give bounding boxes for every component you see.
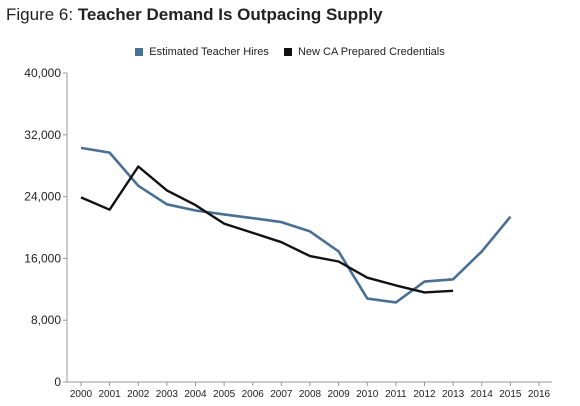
x-tick-label: 2004 [184, 389, 207, 400]
x-tick-label: 2009 [328, 389, 351, 400]
x-tick-label: 2002 [127, 389, 150, 400]
y-tick-label: 24,000 [24, 190, 61, 204]
chart-title-main: Teacher Demand Is Outpacing Supply [77, 5, 383, 24]
x-tick-label: 2016 [528, 389, 551, 400]
x-tick-label: 2001 [99, 389, 122, 400]
legend-swatch-credentials [283, 48, 292, 56]
x-tick-label: 2014 [471, 389, 494, 400]
x-tick-label: 2000 [70, 389, 93, 400]
chart-title-prefix: Figure 6: [6, 5, 78, 24]
x-tick-label: 2013 [442, 389, 465, 400]
legend-label-hires: Estimated Teacher Hires [149, 46, 269, 58]
x-tick-label: 2015 [499, 389, 522, 400]
x-tick-label: 2008 [299, 389, 322, 400]
y-tick-label: 8,000 [31, 313, 61, 327]
y-tick-label: 16,000 [24, 251, 61, 265]
y-tick-label: 40,000 [24, 66, 61, 80]
x-tick-label: 2011 [385, 389, 407, 400]
x-tick-label: 2010 [356, 389, 379, 400]
series-line-teacher-hires [80, 146, 512, 304]
chart-legend: Estimated Teacher Hires New CA Prepared … [0, 46, 580, 59]
legend-label-credentials: New CA Prepared Credentials [297, 46, 445, 58]
chart-title: Figure 6: Teacher Demand Is Outpacing Su… [6, 5, 383, 25]
y-tick-label: 0 [54, 375, 61, 389]
y-tick-label: 32,000 [24, 128, 61, 142]
x-tick-label: 2012 [413, 389, 436, 400]
x-tick-label: 2003 [156, 389, 179, 400]
x-tick-label: 2006 [242, 389, 265, 400]
legend-swatch-hires [135, 48, 144, 56]
legend-item-credentials: New CA Prepared Credentials [283, 46, 445, 58]
x-tick-label: 2005 [213, 389, 236, 400]
x-tick-label: 2007 [270, 389, 293, 400]
legend-item-hires: Estimated Teacher Hires [135, 46, 269, 58]
series-line-prepared-credentials [80, 165, 454, 294]
